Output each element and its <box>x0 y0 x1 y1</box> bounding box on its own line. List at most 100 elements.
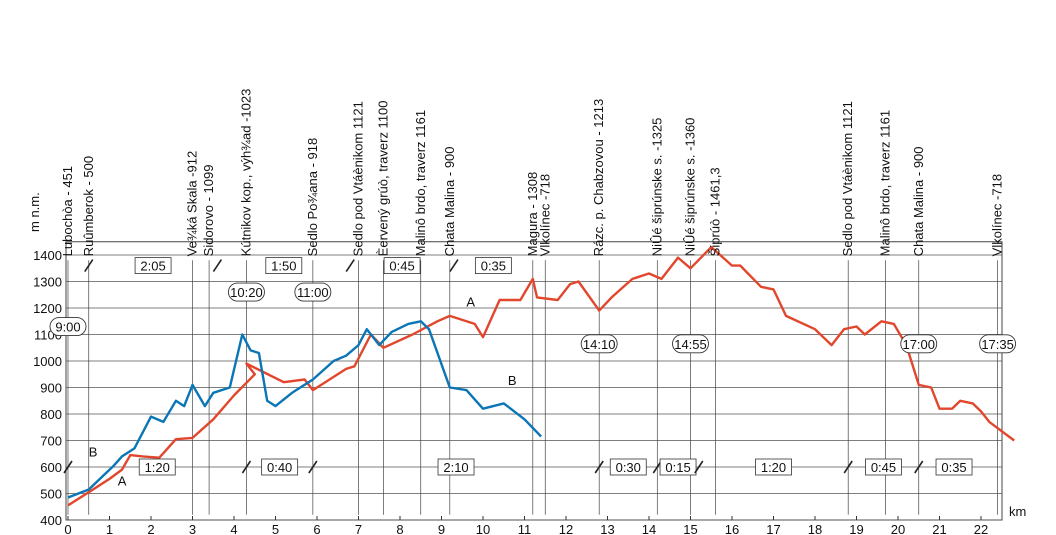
poi-label: Šiprúò - 1461,3 <box>707 167 722 256</box>
poi-label: Chata Malina - 900 <box>442 146 457 256</box>
poi-label: Sedlo Po¾ana - 918 <box>305 138 320 257</box>
segment-lower-label: 0:15 <box>665 460 690 475</box>
clock-time-label: 17:35 <box>981 337 1014 352</box>
segment-lower-box <box>437 458 475 476</box>
x-tick-label: 8 <box>396 522 403 535</box>
clock-time-pill <box>580 334 618 354</box>
poi-label: Lubochòa - 451 <box>60 166 75 256</box>
x-tick-label: 13 <box>600 522 614 535</box>
y-tick-label: 900 <box>40 381 62 396</box>
y-tick-label: 1000 <box>33 354 62 369</box>
clock-time-pill <box>672 334 709 354</box>
x-tick-label: 17 <box>766 522 780 535</box>
segment-lower-label: 2:10 <box>443 460 468 475</box>
x-tick-label: 1 <box>106 522 113 535</box>
clock-time-label: 11:00 <box>297 285 329 300</box>
x-tick-label: 21 <box>932 522 946 535</box>
y-tick-label: 1400 <box>33 248 62 263</box>
segment-lower-divider <box>241 460 252 474</box>
x-tick-label: 4 <box>230 522 237 535</box>
segment-lower-box <box>935 458 973 476</box>
clock-time-pill <box>227 282 265 302</box>
y-tick-label: 800 <box>40 407 62 422</box>
clock-time-pill <box>900 334 938 354</box>
poi-label: Malinô brdo, traverz 1161 <box>413 110 428 256</box>
y-tick-label: 400 <box>40 513 62 528</box>
segment-lower-box <box>865 458 902 476</box>
segment-lower-divider <box>63 460 73 474</box>
poi-label: Sidorovo - 1099 <box>201 165 216 257</box>
x-tick-label: 6 <box>313 522 320 535</box>
segment-lower-box <box>659 458 697 476</box>
y-axis-label: m n.m. <box>27 192 42 232</box>
segment-upper-divider <box>449 259 459 273</box>
segment-upper-box <box>134 257 172 275</box>
y-tick-label: 500 <box>40 487 62 502</box>
grid-layer <box>65 241 1003 521</box>
clock-time-label: 14:10 <box>583 337 616 352</box>
poi-label: Vlkolínec -718 <box>990 174 1005 256</box>
x-tick-label: 18 <box>808 522 822 535</box>
poi-label: Ve¾ká Skala -912 <box>185 151 200 257</box>
segment-lower-divider <box>594 460 604 474</box>
poi-label: Ruûmberok - 500 <box>81 156 96 256</box>
segment-lower-divider <box>694 460 704 474</box>
clock-time-pill <box>49 317 87 336</box>
clock-time-label: 9:00 <box>55 320 80 335</box>
segment-lower-box <box>609 458 647 476</box>
series-line-B <box>67 320 542 499</box>
segment-upper-box <box>265 257 303 275</box>
poi-label: Vlkolínec -718 <box>537 174 552 256</box>
segment-lower-box <box>138 458 176 476</box>
x-tick-label: 20 <box>891 522 905 535</box>
x-tick-label: 7 <box>355 522 362 535</box>
x-tick-label: 9 <box>438 522 445 535</box>
segment-lower-divider <box>914 460 924 474</box>
x-tick-label: 14 <box>642 522 656 535</box>
segment-upper-label: 0:35 <box>481 259 506 274</box>
route-label: A <box>466 295 475 310</box>
poi-label: Sedlo pod Vtáènikom 1121 <box>840 101 855 256</box>
segment-lower-divider <box>843 460 853 474</box>
x-tick-label: 3 <box>189 522 196 535</box>
poi-label: Chata Malina - 900 <box>911 146 926 256</box>
segment-upper-box <box>474 257 512 275</box>
y-tick-label: 600 <box>40 460 62 475</box>
segment-lower-label: 0:35 <box>941 460 966 475</box>
clock-time-pill <box>294 282 332 302</box>
clock-time-label: 10:20 <box>230 285 263 300</box>
x-tick-label: 2 <box>147 522 154 535</box>
segment-lower-label: 0:45 <box>871 460 896 475</box>
poi-label: NiÛé šiprúnske s. -1325 <box>649 118 664 257</box>
x-tick-label: 16 <box>725 522 739 535</box>
x-tick-label: 12 <box>559 522 573 535</box>
segment-upper-label: 1:50 <box>271 259 296 274</box>
series-layer <box>67 245 1015 507</box>
poi-label: Magura - 1308 <box>525 172 540 257</box>
y-tick-label: 1300 <box>33 275 62 290</box>
route-label: B <box>89 444 98 459</box>
x-tick-label: 5 <box>272 522 279 535</box>
segment-upper-divider <box>212 259 223 273</box>
segment-upper-box <box>383 257 421 275</box>
segment-upper-label: 0:45 <box>389 259 414 274</box>
x-tick-label: 0 <box>64 522 71 535</box>
segment-lower-divider <box>308 460 318 474</box>
y-tick-label: 700 <box>40 434 62 449</box>
segment-upper-divider <box>345 259 355 273</box>
poi-label: Kútnikov kop., výh¾ad -1023 <box>238 89 253 257</box>
poi-label: NiÛé šiprúnske s. -1360 <box>683 118 698 257</box>
clock-time-label: 17:00 <box>902 337 935 352</box>
segment-lower-label: 0:30 <box>616 460 641 475</box>
clock-time-label: 14:55 <box>674 337 707 352</box>
x-tick-label: 19 <box>849 522 863 535</box>
segment-upper-divider <box>84 259 94 273</box>
y-tick-label: 1200 <box>33 301 62 316</box>
segment-lower-box <box>755 458 792 476</box>
segment-lower-label: 1:20 <box>145 460 170 475</box>
segment-lower-label: 1:20 <box>761 460 786 475</box>
route-label: B <box>508 373 517 388</box>
x-tick-label: 11 <box>518 522 532 535</box>
x-tick-label: 10 <box>476 522 490 535</box>
